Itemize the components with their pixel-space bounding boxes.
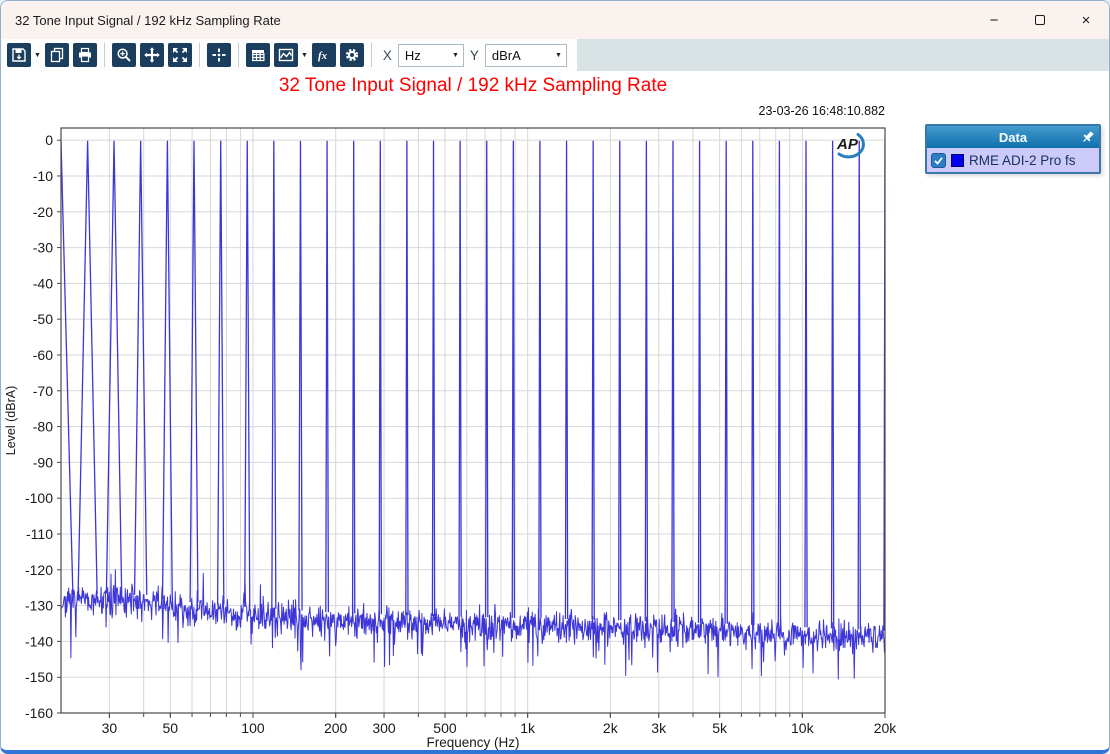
x-axis-selector-label: X	[382, 47, 392, 63]
window-controls: − ×	[971, 1, 1109, 39]
maximize-button[interactable]	[1017, 1, 1063, 39]
legend-panel: Data RME ADI-2 Pro fs	[925, 124, 1101, 174]
close-button[interactable]: ×	[1063, 1, 1109, 39]
pan-icon	[144, 47, 160, 63]
chevron-down-icon: ▼	[451, 51, 459, 59]
minimize-button[interactable]: −	[971, 1, 1017, 39]
copy-icon	[50, 47, 64, 63]
check-icon	[934, 156, 943, 165]
copy-button[interactable]	[44, 43, 69, 67]
svg-text:-50: -50	[33, 311, 53, 327]
chevron-down-icon: ▼	[554, 51, 562, 59]
print-icon	[78, 47, 91, 63]
save-dropdown-caret[interactable]: ▼	[34, 51, 41, 59]
zoom-button[interactable]	[111, 43, 136, 67]
fx-icon: fx	[318, 50, 328, 62]
window-title: 32 Tone Input Signal / 192 kHz Sampling …	[15, 12, 281, 28]
axes: 0 -10 -20 -30 -40 -50 -60 -70 -80 -90 -100 -110 -120…	[4, 132, 897, 750]
y-unit-value: dBrA	[491, 47, 521, 63]
x-axis-label: Frequency (Hz)	[426, 735, 519, 750]
cursor-icon	[212, 48, 226, 62]
pan-button[interactable]	[139, 43, 164, 67]
series-color-swatch[interactable]	[951, 153, 964, 167]
save-icon	[12, 48, 26, 62]
zoom-icon	[117, 48, 131, 62]
svg-text:-90: -90	[33, 454, 53, 470]
svg-text:-10: -10	[33, 168, 53, 184]
toolbar: ▼	[1, 39, 1109, 71]
series-label: RME ADI-2 Pro fs	[969, 152, 1076, 168]
svg-text:fx: fx	[318, 50, 328, 62]
legend-header[interactable]: Data	[927, 126, 1099, 148]
close-icon: ×	[1081, 11, 1091, 29]
svg-text:-160: -160	[25, 705, 53, 721]
x-unit-combobox[interactable]: Hz ▼	[397, 43, 464, 67]
svg-text:-80: -80	[33, 419, 53, 435]
legend-series-row: RME ADI-2 Pro fs	[927, 148, 1099, 172]
save-button[interactable]	[7, 43, 31, 67]
svg-text:300: 300	[372, 720, 396, 736]
svg-text:-100: -100	[25, 490, 53, 506]
y-axis-selector-label: Y	[469, 47, 479, 63]
svg-text:500: 500	[433, 720, 457, 736]
plot-frame	[60, 127, 886, 714]
x-unit-value: Hz	[404, 47, 421, 63]
title-bar[interactable]: 32 Tone Input Signal / 192 kHz Sampling …	[1, 1, 1109, 39]
series-checkbox[interactable]	[931, 152, 946, 168]
cursor-button[interactable]	[206, 43, 231, 67]
minimize-icon: −	[989, 11, 999, 29]
graph-dropdown-caret[interactable]: ▼	[300, 51, 308, 59]
svg-text:3k: 3k	[651, 720, 667, 736]
svg-text:-70: -70	[33, 383, 53, 399]
pin-icon[interactable]	[1081, 130, 1095, 144]
svg-text:-30: -30	[33, 240, 53, 256]
spectrum-plot[interactable]: 0 -10 -20 -30 -40 -50 -60 -70 -80 -90 -100 -110 -120…	[1, 71, 1109, 750]
graph-panel: 0 -10 -20 -30 -40 -50 -60 -70 -80 -90 -100 -110 -120…	[1, 71, 1109, 750]
settings-button[interactable]	[339, 43, 364, 67]
graph-icon	[278, 48, 294, 62]
svg-text:20k: 20k	[874, 720, 898, 736]
spectrum-trace	[61, 140, 885, 680]
graph-button[interactable]	[273, 43, 298, 67]
measurement-timestamp: 23-03-26 16:48:10.882	[758, 104, 886, 118]
svg-text:10k: 10k	[791, 720, 815, 736]
svg-text:-60: -60	[33, 347, 53, 363]
svg-text:-140: -140	[25, 633, 53, 649]
print-button[interactable]	[72, 43, 97, 67]
fx-button[interactable]: fx	[311, 43, 336, 67]
svg-text:AP: AP	[836, 136, 859, 153]
fit-icon	[172, 48, 187, 62]
svg-text:30: 30	[102, 720, 118, 736]
svg-text:-150: -150	[25, 669, 53, 685]
y-unit-combobox[interactable]: dBrA ▼	[484, 43, 567, 67]
y-axis-label: Level (dBrA)	[4, 386, 18, 455]
ap-logo: AP	[836, 133, 865, 159]
fit-button[interactable]	[167, 43, 192, 67]
svg-text:0: 0	[45, 132, 53, 148]
svg-text:-130: -130	[25, 598, 53, 614]
svg-text:100: 100	[241, 720, 265, 736]
svg-text:50: 50	[163, 720, 179, 736]
settings-icon	[345, 48, 358, 62]
svg-text:2k: 2k	[603, 720, 619, 736]
svg-text:-20: -20	[33, 204, 53, 220]
maximize-icon	[1035, 15, 1045, 25]
table-button[interactable]	[245, 43, 270, 67]
svg-text:5k: 5k	[712, 720, 728, 736]
graph-title: 32 Tone Input Signal / 192 kHz Sampling …	[278, 75, 668, 96]
svg-text:200: 200	[324, 720, 348, 736]
svg-text:-40: -40	[33, 275, 53, 291]
grid	[61, 128, 885, 713]
table-icon	[251, 50, 265, 62]
svg-text:-120: -120	[25, 562, 53, 578]
svg-text:1k: 1k	[520, 720, 536, 736]
svg-text:-110: -110	[26, 526, 53, 542]
